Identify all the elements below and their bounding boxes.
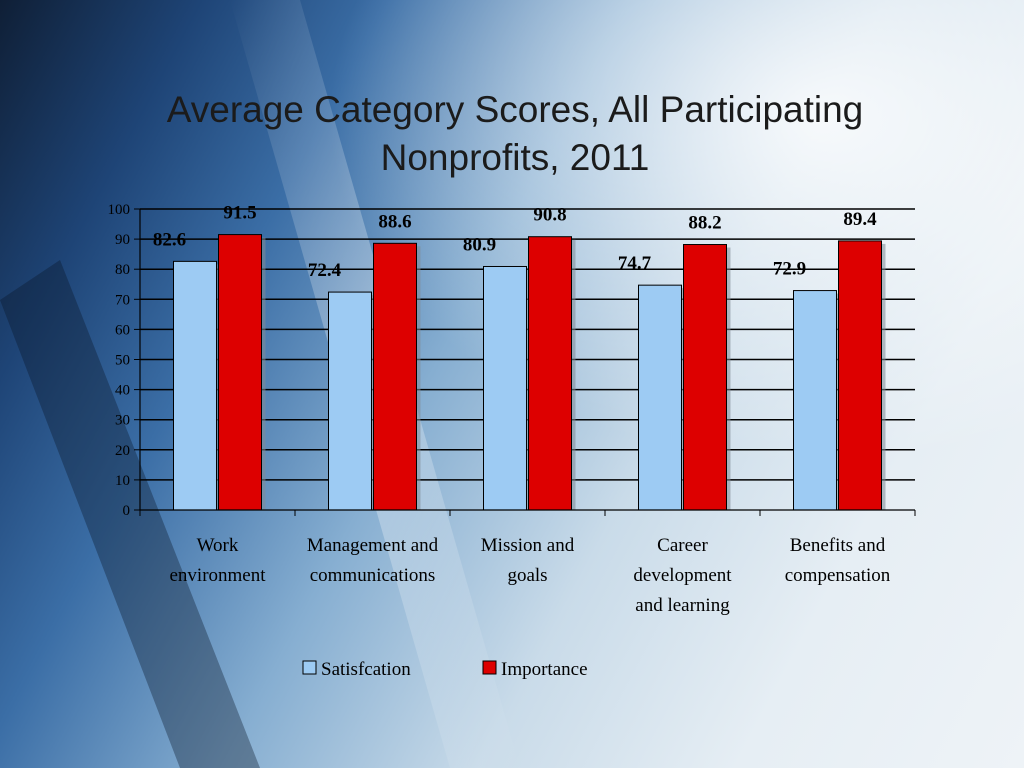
data-label: 90.8: [533, 205, 566, 226]
y-tick-label: 20: [115, 443, 130, 459]
bar-satisfaction: [638, 284, 682, 511]
data-label: 72.9: [773, 259, 806, 280]
y-tick-label: 0: [123, 503, 131, 519]
category-label: communications: [310, 565, 436, 586]
bar-importance: [218, 234, 262, 511]
y-axis-ticks: 0 10 20 30 40 50 60 70 80 90 100: [108, 202, 131, 519]
legend-swatch-importance: [482, 660, 497, 675]
category-label: compensation: [785, 565, 891, 586]
y-tick-label: 40: [115, 383, 130, 399]
data-label: 80.9: [463, 234, 496, 255]
y-tick-label: 90: [115, 232, 130, 248]
bar-satisfaction: [173, 260, 217, 511]
bar-satisfaction: [793, 290, 837, 511]
data-label: 89.4: [843, 209, 877, 230]
chart-title-line-1: Average Category Scores, All Participati…: [166, 89, 864, 130]
bar-importance: [373, 242, 417, 511]
category-label: Mission and: [481, 535, 575, 556]
legend: Satisfcation Importance: [302, 659, 588, 680]
legend-label: Satisfcation: [321, 659, 411, 680]
data-label: 88.2: [688, 213, 721, 234]
data-labels: 82.6 91.5 72.4 88.6 80.9 90.8 74.7 88.2 72.9 89.4: [153, 203, 877, 281]
y-tick-label: 80: [115, 262, 130, 278]
y-tick-label: 60: [115, 322, 130, 338]
bar-importance: [528, 236, 572, 511]
y-tick-label: 70: [115, 292, 130, 308]
y-tick-label: 50: [115, 353, 130, 369]
category-labels: Work environment Management and communicati…: [169, 535, 890, 616]
data-label: 74.7: [618, 253, 652, 274]
category-label: development: [633, 565, 732, 586]
y-tick-label: 10: [115, 473, 130, 489]
data-label: 91.5: [223, 203, 256, 224]
category-label: Work: [197, 535, 239, 556]
chart-title: Average Category Scores, All Participati…: [90, 86, 940, 182]
category-label: Benefits and: [790, 535, 886, 556]
y-tick-label: 30: [115, 413, 130, 429]
bar-importance: [838, 240, 882, 511]
data-label: 82.6: [153, 229, 186, 250]
bar-satisfaction: [328, 291, 372, 511]
bar-importance: [683, 244, 727, 511]
category-label: goals: [507, 565, 547, 586]
legend-label: Importance: [501, 659, 588, 680]
y-tick-label: 100: [108, 202, 131, 218]
bar-satisfaction: [483, 265, 527, 511]
data-label: 88.6: [378, 211, 411, 232]
axes: [134, 208, 916, 516]
chart-title-line-2: Nonprofits, 2011: [380, 137, 650, 178]
category-label: and learning: [635, 595, 730, 616]
category-label: Management and: [307, 535, 439, 556]
category-label: Career: [657, 535, 708, 556]
legend-swatch-satisfaction: [302, 660, 317, 675]
category-label: environment: [169, 565, 266, 586]
data-label: 72.4: [308, 260, 342, 281]
bars: [173, 234, 886, 511]
